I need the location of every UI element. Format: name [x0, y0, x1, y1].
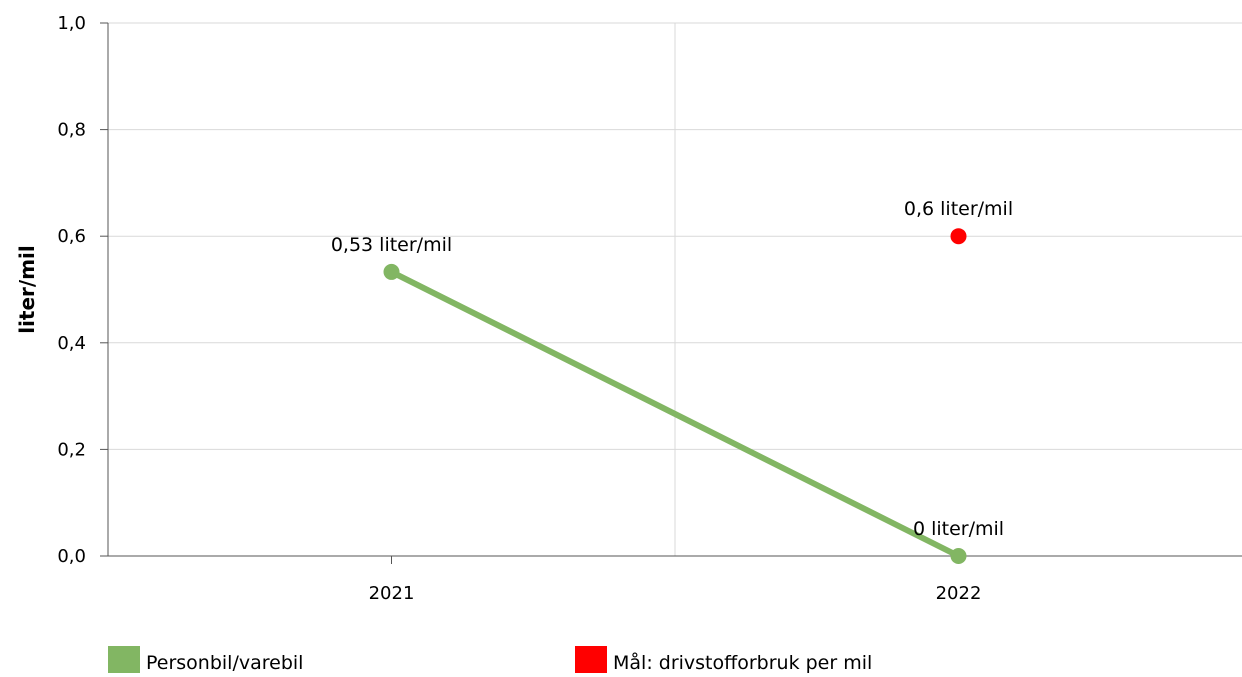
y-tick-label: 0,6 [57, 226, 86, 247]
y-tick-label: 0,2 [57, 439, 86, 460]
legend-swatch [575, 646, 607, 675]
data-label: 0,6 liter/mil [904, 198, 1013, 220]
data-point-0 [383, 263, 400, 280]
y-tick-label: 0,0 [57, 546, 86, 567]
legend-label: Mål: drivstofforbruk per mil [613, 651, 872, 673]
data-point-0 [950, 548, 967, 564]
x-tick-label: 2021 [369, 583, 415, 604]
legend-label: Personbil/varebil [146, 652, 303, 673]
data-label: 0,53 liter/mil [331, 234, 452, 256]
data-point-1 [950, 228, 967, 245]
series-line-0 [388, 268, 962, 559]
x-tick-label: 2022 [936, 583, 982, 604]
legend-swatch [108, 646, 140, 675]
y-tick-label: 1,0 [57, 13, 86, 34]
data-label: 0 liter/mil [913, 518, 1004, 540]
y-tick-label: 0,4 [57, 333, 86, 354]
y-tick-label: 0,8 [57, 120, 86, 141]
y-axis-title: liter/mil [15, 245, 39, 334]
